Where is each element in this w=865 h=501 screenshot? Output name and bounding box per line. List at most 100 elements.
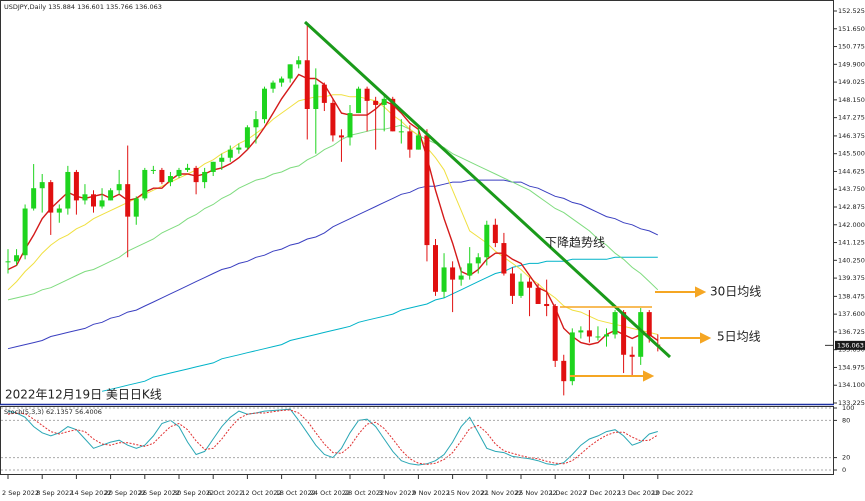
candle-body [253, 119, 259, 128]
candle-body [287, 64, 293, 79]
y-tick-label: 140.250 [838, 256, 865, 264]
candle-body [82, 194, 88, 201]
x-tick-label: 9 Nov 2022 [412, 489, 450, 497]
candles-layer [5, 23, 661, 396]
candle-body [48, 182, 54, 213]
x-tick-label: 8 Sep 2022 [36, 489, 73, 497]
candle-body [381, 98, 387, 105]
candle-body [99, 200, 105, 207]
candle-body [595, 336, 601, 338]
candle-body [39, 182, 45, 189]
annotation: 30日均线 [710, 285, 761, 299]
y-tick-label: 144.625 [838, 167, 865, 175]
candle-body [433, 245, 438, 292]
candle-body [159, 169, 165, 183]
x-tick-label: 15 Nov 2022 [447, 489, 489, 497]
candle-body [202, 171, 208, 183]
x-tick-label: 13 Dec 2022 [618, 489, 660, 497]
x-tick-label: 6 Oct 2022 [207, 489, 243, 497]
candle-body [125, 184, 131, 217]
y-tick-label: 0 [842, 466, 846, 474]
candle-body [638, 312, 644, 357]
x-tick-label: 14 Sep 2022 [70, 489, 111, 497]
candle-body [586, 330, 592, 337]
x-tick-label: 20 Sep 2022 [105, 489, 146, 497]
candle-body [467, 263, 473, 276]
candle-body [458, 275, 464, 280]
candle-body [73, 171, 79, 201]
y-tick-label: 142.875 [838, 203, 865, 211]
candle-body [193, 167, 199, 183]
candle-body [398, 131, 404, 133]
candle-body [5, 261, 11, 263]
line-series [7, 73, 659, 346]
candle-body [518, 281, 524, 296]
candle-body [244, 127, 250, 148]
x-tick-label: 28 Oct 2022 [344, 489, 384, 497]
y-tick-label: 136.725 [838, 328, 865, 336]
candle-body [304, 60, 310, 109]
candle-body [219, 157, 225, 162]
candle-body [167, 176, 173, 183]
y-tick-label: 80 [842, 416, 850, 424]
x-tick-label: 26 Sep 2022 [139, 489, 180, 497]
candle-body [629, 354, 635, 357]
y-tick-label: 142.000 [838, 221, 865, 229]
candle-body [91, 194, 96, 207]
candle-body [262, 88, 267, 120]
candle-body [492, 224, 498, 244]
candle-body [347, 113, 353, 138]
candle-body [270, 82, 276, 89]
y-tick-label: 147.275 [838, 114, 865, 122]
candle-body [407, 131, 413, 150]
y-tick-label: 134.975 [838, 363, 865, 371]
candle-body [65, 171, 71, 209]
x-tick-label: 7 Dec 2022 [583, 489, 620, 497]
y-tick-label: 137.600 [838, 310, 865, 318]
y-tick-label: 133.225 [838, 399, 865, 407]
x-tick-label: 24 Oct 2022 [310, 489, 350, 497]
x-tick-label: 21 Nov 2022 [481, 489, 523, 497]
x-tick-label: 12 Oct 2022 [241, 489, 281, 497]
last-price-label: 136.063 [837, 341, 864, 349]
candle-body [56, 208, 62, 213]
y-tick-label: 20 [842, 454, 850, 462]
candle-body [236, 147, 242, 150]
candle-body [415, 135, 421, 150]
y-tick-label: 152.525 [838, 7, 865, 15]
y-tick-label: 139.375 [838, 274, 865, 282]
candle-body [509, 273, 515, 296]
y-tick-label: 149.900 [838, 60, 865, 68]
candle-body [133, 198, 139, 217]
candle-body [424, 135, 430, 246]
x-tick-label: 19 Dec 2022 [652, 489, 694, 497]
arrows [560, 286, 712, 382]
candle-body [561, 360, 567, 382]
candle-body [313, 84, 319, 109]
candle-body [31, 188, 37, 209]
candle-body [475, 257, 481, 264]
sub-frame [0, 406, 834, 475]
candle-body [544, 303, 550, 307]
indicator-title: Stoch(5,3,3) 62.1357 56.4006 [4, 408, 102, 416]
candle-body [373, 100, 379, 105]
y-tick-label: 134.100 [838, 381, 865, 389]
candle-body [441, 267, 447, 292]
candle-body [535, 287, 541, 304]
y-tick-label: 141.125 [838, 239, 865, 247]
candle-body [612, 312, 618, 335]
candle-body [450, 267, 456, 280]
line-series [7, 408, 658, 466]
candle-body [330, 102, 336, 136]
y-tick-label: 100 [842, 404, 854, 412]
line-series [7, 179, 659, 350]
x-tick-label: 18 Oct 2022 [276, 489, 316, 497]
candle-body [210, 161, 216, 172]
candle-body [604, 334, 609, 337]
candle-body [22, 208, 28, 256]
candle-body [646, 312, 652, 337]
candle-body [356, 88, 362, 114]
x-tick-label: 25 Nov 2022 [515, 489, 557, 497]
